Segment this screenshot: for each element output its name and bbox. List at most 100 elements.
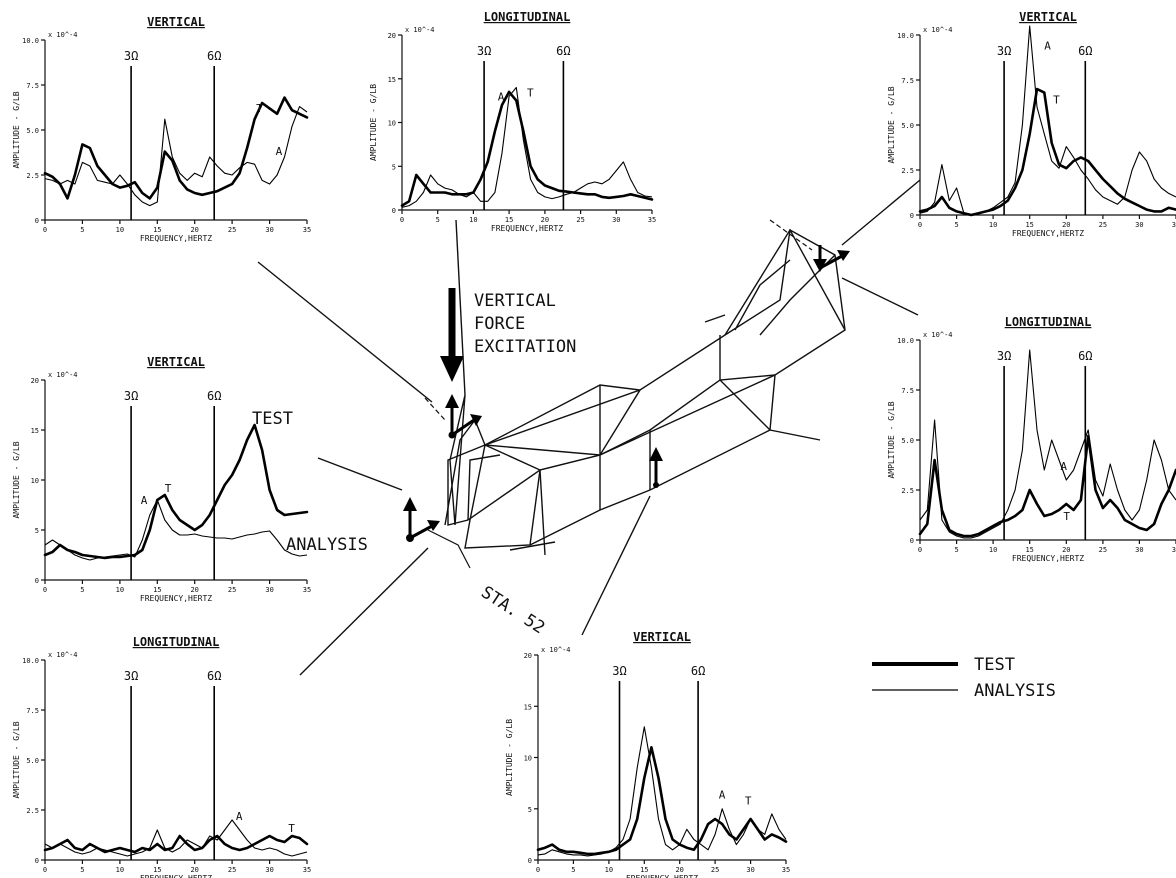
x-tick-label: 0 [43, 866, 47, 874]
x-axis-label: FREQUENCY,HERTZ [140, 594, 212, 603]
x-tick-label: 0 [918, 221, 922, 229]
harmonic-label: 3Ω [997, 349, 1011, 363]
harmonic-label: 6Ω [556, 44, 570, 58]
y-scale-label: x 10^-4 [541, 646, 571, 654]
x-tick-label: 35 [648, 216, 656, 224]
y-tick-label: 10 [388, 120, 396, 128]
x-tick-label: 20 [1062, 221, 1070, 229]
y-tick-label: 7.5 [26, 82, 39, 90]
curve-label: A [498, 91, 505, 104]
x-tick-label: 10 [605, 866, 613, 874]
series-test-line [918, 434, 1176, 538]
series-analysis-line [537, 726, 787, 857]
x-tick-label: 0 [43, 226, 47, 234]
x-tick-label: 5 [954, 221, 958, 229]
harmonic-label: 6Ω [1078, 349, 1092, 363]
curve-label: A [719, 789, 726, 802]
harmonic-label: 3Ω [997, 44, 1011, 58]
harmonic-label: 3Ω [124, 389, 138, 403]
curve-label: T [1063, 510, 1070, 523]
x-tick-label: 20 [190, 866, 198, 874]
curve-label: T [745, 795, 752, 808]
y-tick-label: 7.5 [26, 707, 39, 715]
y-tick-label: 0 [392, 207, 396, 215]
plot-bottom-left: LONGITUDINAL x 10^-4 0 5 10 15 20 25 30 35 0 2.5 5.0… [12, 635, 311, 878]
x-tick-label: 20 [190, 226, 198, 234]
x-tick-label: 20 [675, 866, 683, 874]
x-tick-label: 20 [1062, 546, 1070, 554]
curve-label: T [1053, 93, 1060, 106]
x-tick-label: 0 [536, 866, 540, 874]
harmonic-label: 6Ω [207, 49, 221, 63]
y-axis-label: AMPLITUDE - G/LB [887, 401, 896, 478]
curve-label: T [256, 102, 263, 115]
x-tick-label: 10 [116, 866, 124, 874]
y-axis-label: AMPLITUDE - G/LB [12, 441, 21, 518]
x-tick-label: 20 [190, 586, 198, 594]
y-tick-label: 5.0 [901, 437, 914, 445]
x-tick-label: 20 [541, 216, 549, 224]
x-tick-label: 25 [576, 216, 584, 224]
plot-mid-right: LONGITUDINAL x 10^-4 0 5 10 15 20 25 30 35 0 2.5 5.0… [887, 315, 1176, 563]
excitation-label-line-1: VERTICAL [474, 291, 556, 311]
y-tick-label: 20 [31, 377, 39, 385]
x-tick-label: 15 [1025, 546, 1033, 554]
y-scale-label: x 10^-4 [923, 26, 953, 34]
excitation-label-line-3: EXCITATION [474, 337, 576, 357]
series-analysis-line [919, 25, 1176, 216]
x-tick-label: 25 [1099, 221, 1107, 229]
x-tick-label: 30 [265, 586, 273, 594]
y-tick-label: 5 [35, 527, 39, 535]
harmonic-label: 3Ω [124, 49, 138, 63]
y-axis-label: AMPLITUDE - G/LB [887, 86, 896, 163]
x-tick-label: 5 [436, 216, 440, 224]
plot-top-center: LONGITUDINAL x 10^-4 0 5 10 15 20 25 30 35 0 5 10 15 2… [369, 10, 656, 233]
curve-label: A [236, 810, 243, 823]
y-tick-label: 15 [524, 703, 532, 711]
curve-label: A [1060, 460, 1067, 473]
harmonic-label: 6Ω [207, 669, 221, 683]
x-tick-label: 25 [228, 226, 236, 234]
harmonic-label: 6Ω [1078, 44, 1092, 58]
x-tick-label: 25 [228, 866, 236, 874]
x-axis-label: FREQUENCY,HERTZ [626, 874, 698, 878]
series-analysis-line [44, 819, 308, 857]
x-tick-label: 15 [505, 216, 513, 224]
y-tick-label: 2.5 [901, 167, 914, 175]
x-axis-label: FREQUENCY,HERTZ [140, 874, 212, 878]
x-tick-label: 30 [1135, 221, 1143, 229]
legend-test-label: TEST [974, 655, 1015, 675]
y-tick-label: 5 [392, 163, 396, 171]
y-axis-label: AMPLITUDE - G/LB [369, 84, 378, 161]
x-axis-label: FREQUENCY,HERTZ [140, 234, 212, 243]
x-tick-label: 25 [711, 866, 719, 874]
plot-title: VERTICAL [633, 630, 691, 644]
legend: TEST ANALYSIS [872, 655, 1056, 701]
curve-label: A [276, 145, 283, 158]
curve-label: T [165, 482, 172, 495]
plot-title: VERTICAL [147, 355, 205, 369]
y-tick-label: 0 [35, 217, 39, 225]
x-tick-label: 35 [303, 226, 311, 234]
x-tick-label: 0 [43, 586, 47, 594]
plot-top-left: VERTICAL x 10^-4 0 5 10 15 20 25 30 35 0 2.5 5.0 7.5 1… [12, 15, 311, 243]
excitation-label-line-2: FORCE [474, 314, 525, 334]
y-axis-label: AMPLITUDE - G/LB [12, 91, 21, 168]
x-tick-label: 5 [571, 866, 575, 874]
harmonic-label: 3Ω [477, 44, 491, 58]
y-tick-label: 2.5 [26, 807, 39, 815]
y-tick-label: 7.5 [901, 387, 914, 395]
legend-analysis-label: ANALYSIS [974, 681, 1056, 701]
plot-analysis-label: ANALYSIS [286, 535, 368, 555]
curve-label: A [141, 494, 148, 507]
y-tick-label: 0 [35, 577, 39, 585]
x-tick-label: 5 [80, 226, 84, 234]
x-tick-label: 5 [80, 586, 84, 594]
y-tick-label: 0 [910, 537, 914, 545]
x-tick-label: 15 [640, 866, 648, 874]
x-tick-label: 15 [153, 586, 161, 594]
harmonic-label: 3Ω [124, 669, 138, 683]
